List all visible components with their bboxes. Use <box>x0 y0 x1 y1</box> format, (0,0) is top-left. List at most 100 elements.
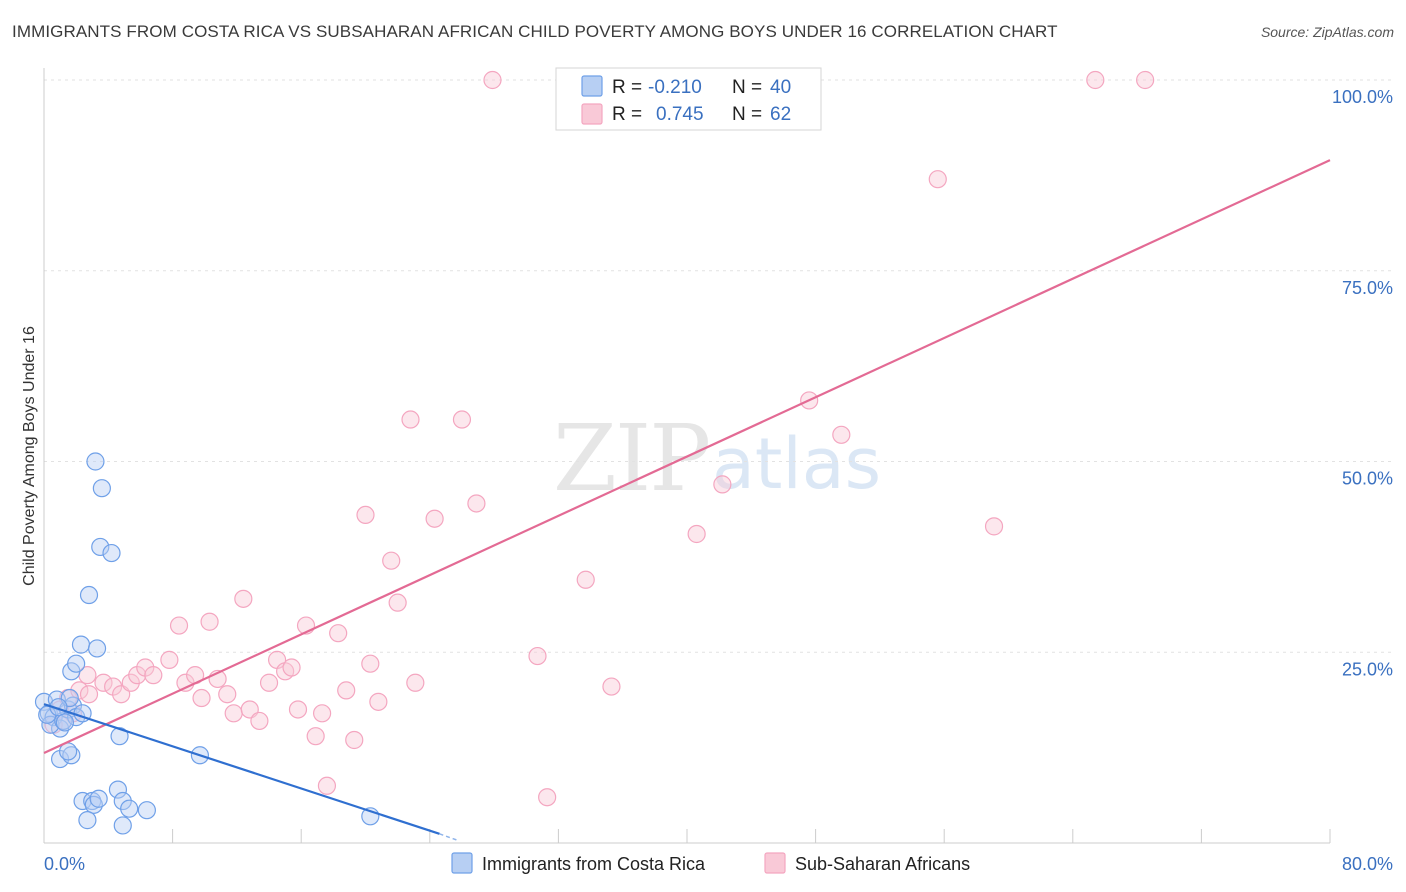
sub-saharan-point-57 <box>928 170 947 189</box>
legend-n-value-blue: 40 <box>770 77 791 98</box>
costa-rica-point-19 <box>79 585 99 605</box>
grid <box>44 79 1393 653</box>
sub-saharan-point-47 <box>467 494 486 513</box>
costa-rica-point-23 <box>92 479 111 498</box>
sub-saharan-point-4 <box>70 681 89 700</box>
sub-saharan-point-32 <box>306 727 325 746</box>
sub-saharan-point-59 <box>1086 70 1105 90</box>
sub-saharan-point-44 <box>406 673 425 692</box>
sub-saharan-point-15 <box>169 616 189 635</box>
sub-saharan-point-34 <box>317 776 337 795</box>
sub-saharan-point-39 <box>361 654 380 673</box>
series-immigrants-from-costa-rica <box>34 452 380 835</box>
watermark-zip: ZIP <box>553 405 709 512</box>
costa-rica-point-32 <box>120 799 139 818</box>
sub-saharan-point-18 <box>192 688 211 708</box>
x-tick-label-max: 80.0% <box>1342 854 1393 874</box>
trend-line-sub-saharan-africans <box>43 159 1331 754</box>
watermark-atlas: atlas <box>712 423 881 505</box>
legend-n-value-pink: 62 <box>770 104 791 125</box>
costa-rica-point-31 <box>113 791 132 811</box>
y-tick-labels: 25.0% 50.0% 75.0% 100.0% <box>1332 87 1393 679</box>
costa-rica-point-27 <box>84 795 103 814</box>
bottom-legend-swatch-pink <box>764 852 786 874</box>
bottom-legend-label-pink: Sub-Saharan Africans <box>795 854 970 874</box>
sub-saharan-point-19 <box>200 612 219 631</box>
legend-n-label-blue: N = <box>732 77 767 98</box>
sub-saharan-point-22 <box>224 704 243 723</box>
sub-saharan-point-53 <box>687 524 706 544</box>
costa-rica-point-18 <box>87 639 107 658</box>
bottom-legend-label-blue: Immigrants from Costa Rica <box>482 854 706 874</box>
sub-saharan-point-30 <box>288 700 308 719</box>
y-axis-label: Child Poverty Among Boys Under 16 <box>21 326 38 586</box>
sub-saharan-point-40 <box>369 692 388 711</box>
sub-saharan-point-52 <box>602 677 621 696</box>
x-tick-label-min: 0.0% <box>44 854 85 874</box>
watermark: ZIP atlas <box>553 405 881 512</box>
legend-r-value-blue: -0.210 <box>648 77 702 98</box>
sub-saharan-point-7 <box>94 673 113 692</box>
y-tick-label-100: 100.0% <box>1332 87 1393 107</box>
sub-saharan-point-43 <box>401 410 420 429</box>
chart-title: IMMIGRANTS FROM COSTA RICA VS SUBSAHARAN… <box>12 22 1058 41</box>
sub-saharan-point-48 <box>483 70 502 90</box>
y-tick-label-25: 25.0% <box>1342 659 1393 679</box>
costa-rica-point-22 <box>86 452 105 471</box>
series-legend: Immigrants from Costa Rica Sub-Saharan A… <box>451 852 970 874</box>
legend-swatch-blue <box>581 75 603 97</box>
sub-saharan-point-25 <box>250 711 269 731</box>
sub-saharan-point-56 <box>832 425 851 444</box>
correlation-legend: R = -0.210 N = 40 R = 0.745 N = 62 <box>555 67 822 131</box>
costa-rica-point-29 <box>78 811 97 830</box>
sub-saharan-point-26 <box>259 673 279 692</box>
sub-saharan-point-21 <box>218 685 237 704</box>
sub-saharan-point-23 <box>234 589 253 608</box>
costa-rica-point-39 <box>55 713 74 732</box>
sub-saharan-point-42 <box>388 593 407 612</box>
sub-saharan-point-54 <box>713 475 732 494</box>
sub-saharan-point-46 <box>452 410 472 429</box>
series-sub-saharan-africans <box>44 70 1155 807</box>
legend-swatch-pink <box>581 103 603 125</box>
sub-saharan-point-10 <box>121 673 140 692</box>
costa-rica-point-34 <box>113 816 132 835</box>
legend-r-label-blue: R = <box>612 77 647 98</box>
y-tick-label-75: 75.0% <box>1342 278 1393 298</box>
sub-saharan-point-38 <box>356 505 375 525</box>
sub-saharan-point-58 <box>984 517 1004 536</box>
source-label: Source: ZipAtlas.com <box>1260 24 1394 40</box>
y-tick-label-50: 50.0% <box>1342 469 1393 489</box>
sub-saharan-point-49 <box>528 646 547 666</box>
costa-rica-point-25 <box>73 791 92 811</box>
sub-saharan-point-60 <box>1136 70 1155 90</box>
costa-rica-point-20 <box>91 537 110 557</box>
costa-rica-point-33 <box>137 801 156 820</box>
trend-line-immigrants-from-costa-rica <box>43 703 440 835</box>
costa-rica-point-16 <box>67 654 86 673</box>
trend-line-immigrants-from-costa-rica-extension <box>439 833 459 842</box>
sub-saharan-point-13 <box>144 666 163 685</box>
legend-r-value-pink: 0.745 <box>656 104 704 125</box>
bottom-legend-swatch-blue <box>451 852 473 874</box>
legend-n-label-pink: N = <box>732 104 767 125</box>
sub-saharan-point-29 <box>282 658 301 677</box>
sub-saharan-point-45 <box>425 509 444 528</box>
costa-rica-point-21 <box>102 543 121 563</box>
sub-saharan-point-14 <box>160 650 179 669</box>
costa-rica-point-24 <box>110 727 129 746</box>
sub-saharan-point-5 <box>79 685 99 704</box>
costa-rica-point-28 <box>89 789 108 808</box>
sub-saharan-point-36 <box>337 681 356 700</box>
sub-saharan-point-35 <box>329 624 348 643</box>
sub-saharan-point-50 <box>538 788 557 807</box>
costa-rica-point-17 <box>71 635 91 654</box>
x-tick-marks <box>172 829 1331 843</box>
legend-r-label-pink: R = <box>612 104 647 125</box>
sub-saharan-point-37 <box>345 730 364 750</box>
sub-saharan-point-41 <box>382 551 401 570</box>
sub-saharan-point-33 <box>312 704 332 723</box>
sub-saharan-point-51 <box>576 570 595 589</box>
costa-rica-point-30 <box>108 780 128 799</box>
